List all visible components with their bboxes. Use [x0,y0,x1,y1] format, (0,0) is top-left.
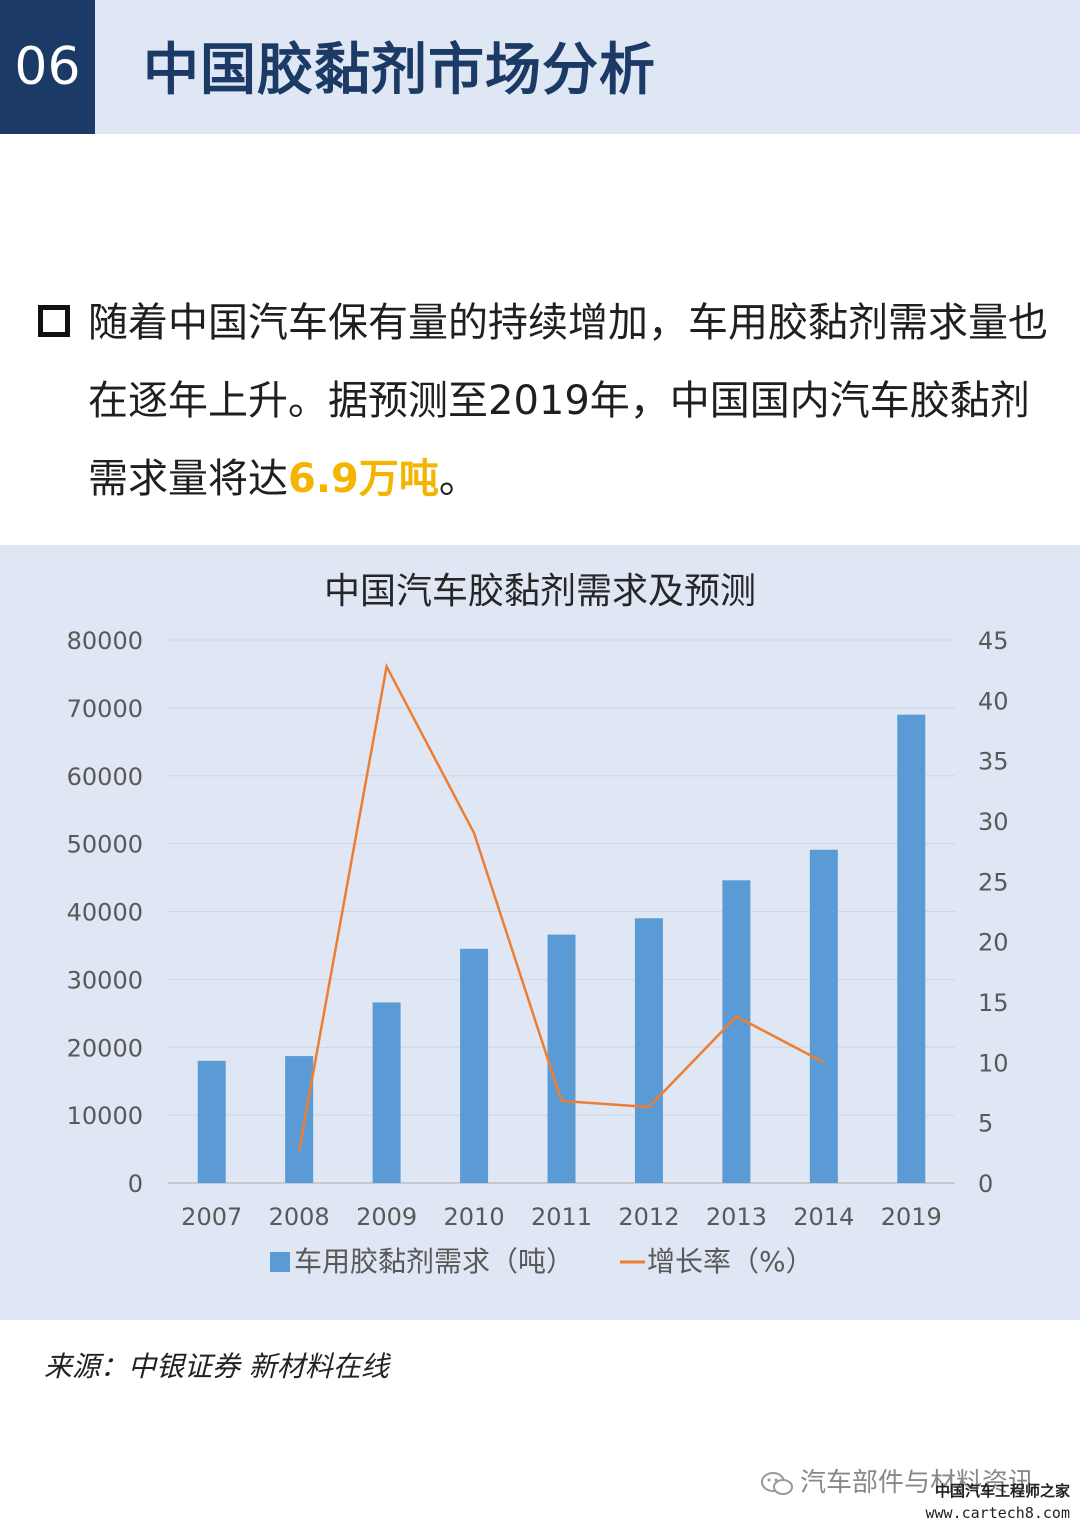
source-note: 来源：中银证券 新材料在线 [44,1350,389,1383]
bar [372,1002,401,1183]
x-tick-label: 2007 [181,1203,242,1231]
line-point [823,1061,825,1063]
y-right-tick-label: 5 [978,1110,993,1138]
line-point [298,1149,300,1151]
chart-title: 中国汽车胶黏剂需求及预测 [324,571,756,612]
bar [897,714,926,1183]
y-right-tick-label: 0 [978,1170,993,1198]
y-left-tick-label: 60000 [67,763,143,791]
y-right-tick-label: 20 [978,929,1009,957]
paragraph-text: 随着中国汽车保有量的持续增加，车用胶黏剂需求量也在逐年上升。据预测至2019年，… [88,300,1048,502]
x-tick-label: 2013 [706,1203,767,1231]
chart-panel: 中国汽车胶黏剂需求及预测 0 10000 20000 30000 40000 50000 60… [0,545,1080,1320]
x-tick-label: 2010 [444,1203,505,1231]
bar [634,918,663,1183]
wechat-icon [761,1471,793,1495]
x-tick-label: 2011 [531,1203,592,1231]
corner-url: www.cartech8.com [925,1504,1071,1522]
x-tick-label: 2009 [356,1203,417,1231]
y-right-tick-label: 25 [978,868,1009,896]
y-right-tick-label: 45 [978,627,1009,655]
y-left-tick-label: 30000 [67,966,143,994]
line-point [648,1106,650,1108]
y-left-tick-label: 10000 [67,1102,143,1130]
bar [722,880,751,1183]
y-right-tick-label: 15 [978,989,1009,1017]
square-bullet-icon [38,305,70,337]
section-number: 06 [0,0,95,134]
x-tick-label: 2012 [618,1203,679,1231]
x-tick-label: 2008 [269,1203,330,1231]
bar [460,948,489,1183]
line-point [473,832,475,834]
y-left-tick-label: 80000 [67,627,143,655]
y-left-tick-label: 0 [128,1170,143,1198]
line-point [735,1015,737,1017]
bar [809,849,838,1183]
y-right-tick-label: 35 [978,748,1009,776]
legend-label-line: 增长率（%） [647,1245,814,1278]
x-tick-label: 2014 [793,1203,854,1231]
highlight-value: 6.9万吨 [288,456,439,502]
bar [197,1060,226,1183]
paragraph-end: 。 [438,456,479,502]
legend-label-bars: 车用胶黏剂需求（吨） [294,1245,574,1278]
x-tick-label: 2019 [881,1203,942,1231]
legend-swatch-bars [270,1252,290,1272]
y-left-tick-label: 50000 [67,831,143,859]
y-left-tick-label: 70000 [67,695,143,723]
bar [285,1056,314,1183]
y-left-tick-label: 20000 [67,1034,143,1062]
section-header: 06 中国胶黏剂市场分析 [0,0,1080,134]
bullet-paragraph: 随着中国汽车保有量的持续增加，车用胶黏剂需求量也在逐年上升。据预测至2019年，… [88,284,1048,518]
corner-watermark: 中国汽车工程师之家 www.cartech8.com [926,1480,1071,1524]
line-point [386,666,388,668]
y-right-tick-label: 30 [978,808,1009,836]
line-point [561,1100,562,1102]
page-title: 中国胶黏剂市场分析 [143,38,656,103]
y-right-tick-label: 10 [978,1049,1009,1077]
corner-name: 中国汽车工程师之家 [934,1482,1070,1500]
footer-account-name: 汽车部件与材料资讯 [800,1468,1035,1498]
footer-account: 汽车部件与材料资讯 [760,1462,1034,1499]
y-left-tick-label: 40000 [67,899,143,927]
bar [547,934,576,1183]
y-right-tick-label: 40 [978,687,1009,715]
demand-chart: 中国汽车胶黏剂需求及预测 0 10000 20000 30000 40000 50000 60… [67,571,1009,1278]
